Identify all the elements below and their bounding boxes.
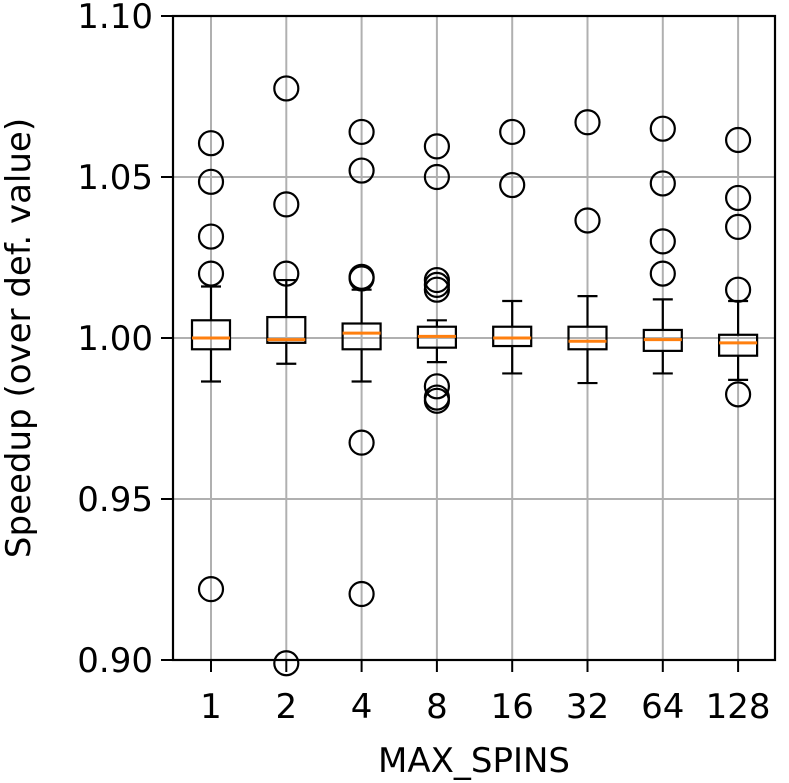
outlier-point [273, 191, 300, 218]
x-tick-label: 2 [275, 687, 297, 727]
outlier-point [574, 207, 601, 234]
outlier-point [273, 650, 300, 677]
box-group-1 [190, 130, 232, 603]
outlier-point [348, 429, 375, 456]
outlier-point [649, 170, 676, 197]
outlier-point [724, 184, 752, 212]
outlier-point [348, 265, 375, 292]
outlier-point [348, 118, 375, 146]
x-tick-label: 1 [200, 687, 222, 727]
outlier-point [574, 109, 601, 136]
grid-lines [173, 15, 775, 661]
iqr-box [492, 325, 533, 348]
box-group-4 [341, 118, 382, 608]
outlier-point [197, 130, 225, 157]
outlier-point [649, 260, 676, 287]
y-tick-label: 1.05 [77, 158, 153, 198]
outlier-point [423, 387, 450, 414]
x-tick-label: 16 [491, 687, 534, 727]
outlier-point [197, 260, 225, 287]
x-axis-label: MAX_SPINS [378, 741, 570, 781]
y-tick-label: 0.95 [77, 480, 153, 520]
y-tick-label: 0.90 [77, 641, 153, 681]
x-tick-label: 8 [426, 687, 448, 727]
x-tick-label: 128 [706, 687, 771, 727]
y-tick-label: 1.10 [77, 0, 153, 37]
box-group-32 [567, 109, 608, 385]
outlier-point [197, 168, 225, 195]
x-tick-label: 64 [641, 687, 684, 727]
outlier-point [423, 276, 450, 303]
x-tick-label: 32 [566, 687, 609, 727]
outlier-point [348, 580, 375, 608]
outlier-point [724, 126, 752, 154]
outlier-point [724, 276, 752, 303]
outlier-point [649, 228, 676, 255]
box-plot-series [190, 75, 759, 677]
iqr-box [567, 325, 608, 351]
outlier-point [423, 373, 450, 400]
y-axis-label: Speedup (over def. value) [0, 118, 39, 558]
outlier-point [724, 213, 752, 241]
outlier-point [423, 133, 450, 160]
outlier-point [649, 115, 676, 142]
outlier-point [273, 260, 300, 287]
outlier-point [724, 381, 752, 408]
iqr-box [266, 315, 307, 344]
outlier-point [273, 75, 300, 102]
outlier-point [499, 118, 526, 146]
x-axis-ticks: 1 2 4 8 16 32 64 128 [200, 660, 771, 727]
outlier-point [348, 157, 375, 184]
box-group-128 [717, 126, 759, 408]
outlier-point [423, 163, 450, 191]
y-axis-ticks: 0.90 0.95 1.00 1.05 1.10 [77, 0, 173, 681]
box-group-16 [492, 118, 533, 375]
y-tick-label: 1.00 [77, 319, 153, 359]
outlier-point [197, 223, 225, 250]
iqr-box [190, 319, 232, 351]
outlier-point [499, 171, 526, 199]
box-group-2 [266, 75, 307, 677]
iqr-box [717, 333, 759, 357]
box-group-8 [416, 133, 457, 414]
x-tick-label: 4 [351, 687, 373, 727]
box-group-64 [642, 115, 683, 375]
iqr-box [341, 322, 382, 351]
outlier-point [197, 576, 225, 603]
